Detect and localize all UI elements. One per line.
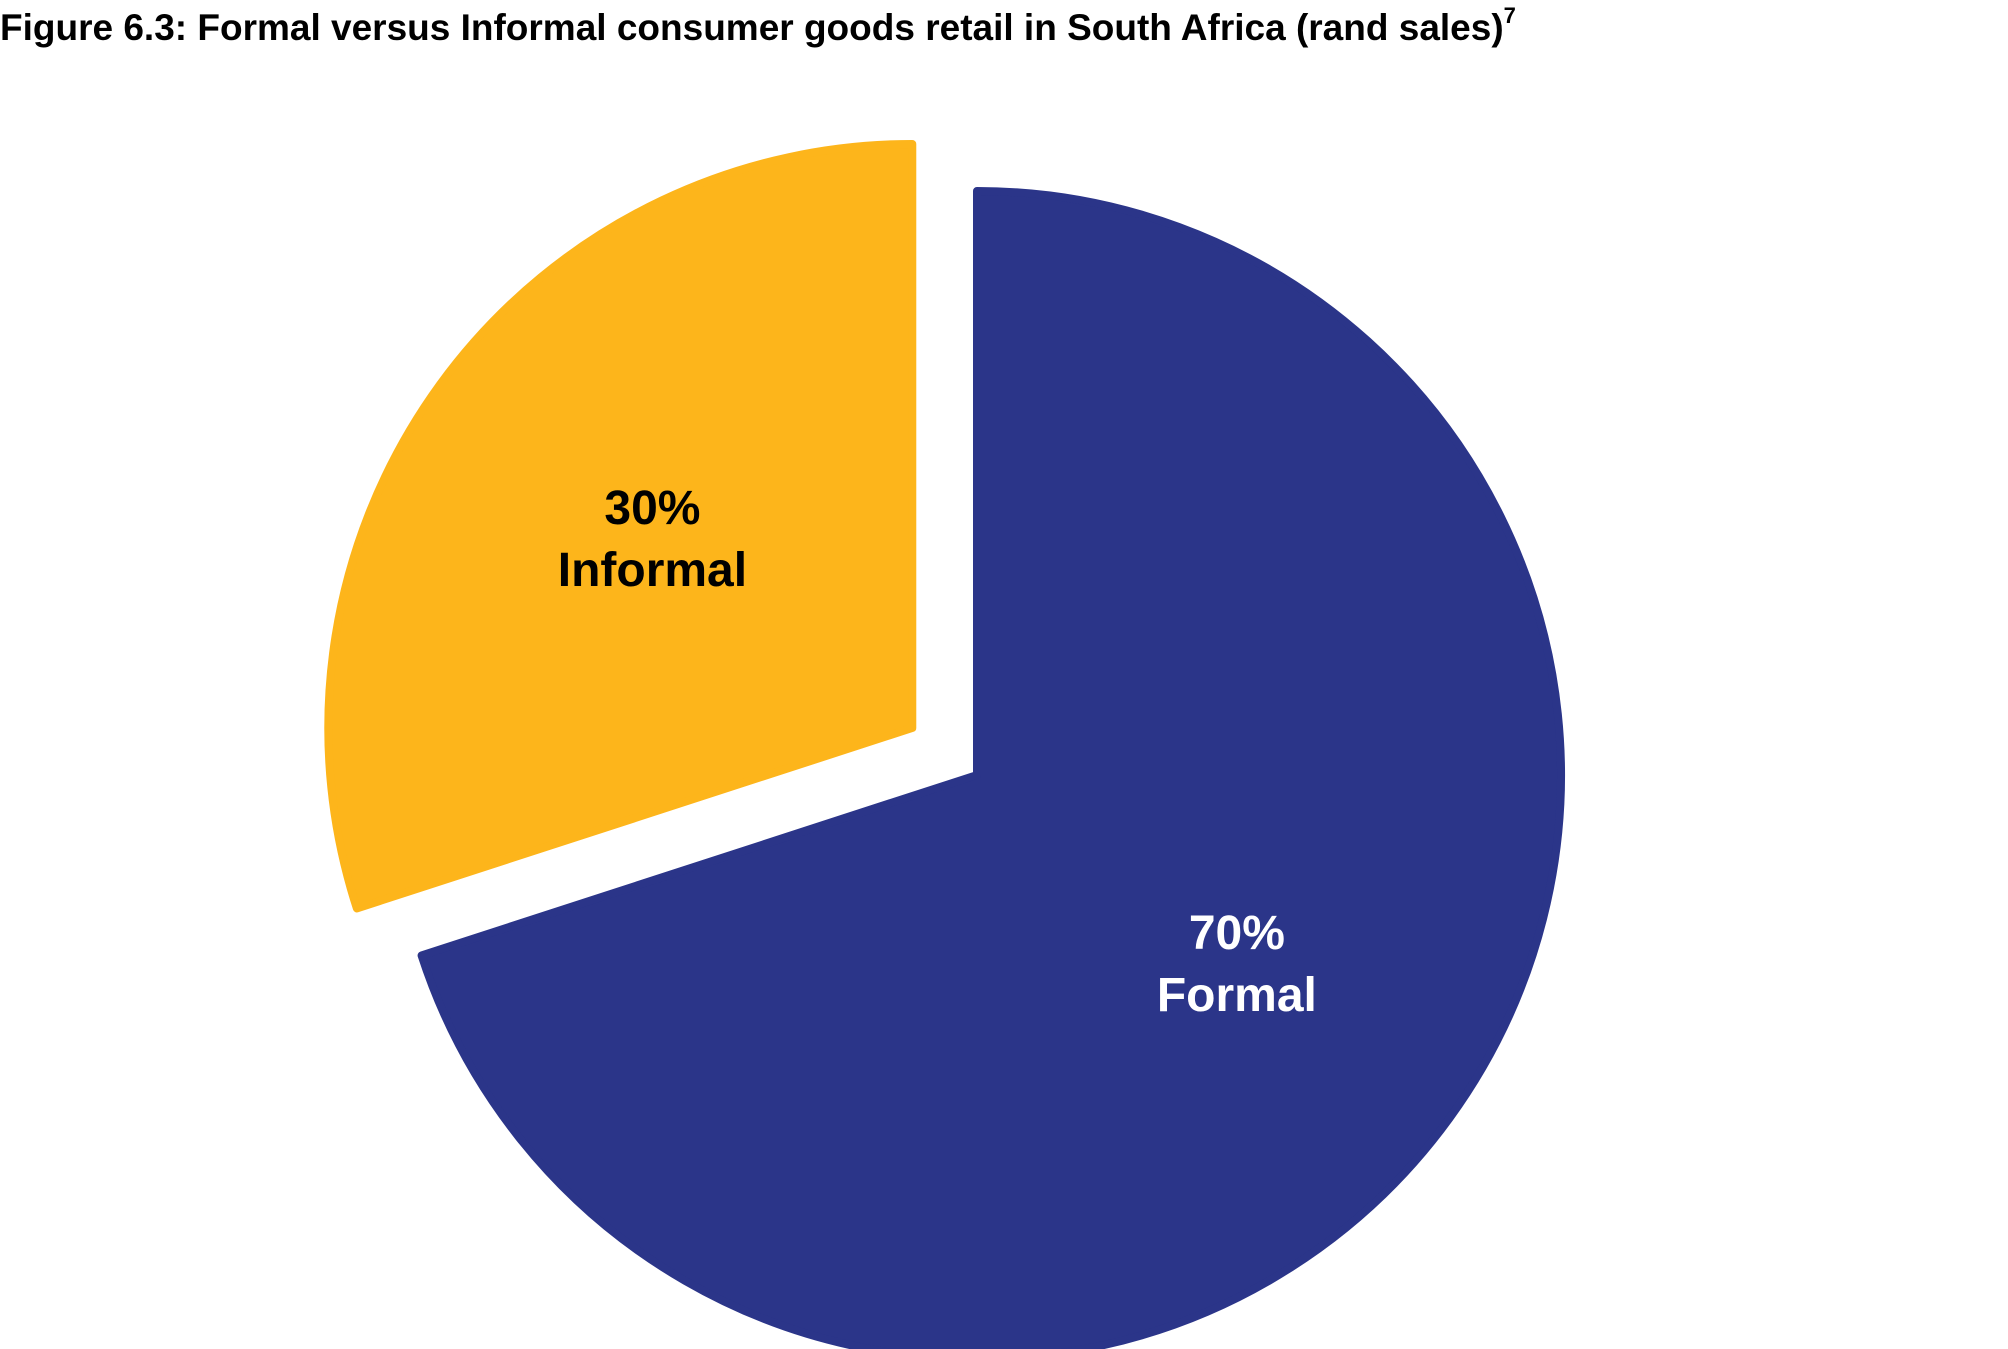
chart-title: Figure 6.3: Formal versus Informal consu… xyxy=(0,2,1516,50)
slice-value-label-informal: 30% xyxy=(604,482,700,535)
slice-value-label-formal: 70% xyxy=(1189,907,1285,960)
pie-slice-formal xyxy=(417,187,1565,1349)
pie-slice-informal xyxy=(324,139,917,913)
slice-category-label-formal: Formal xyxy=(1157,969,1317,1022)
title-footnote-marker: 7 xyxy=(1503,2,1516,28)
chart-title-text: Figure 6.3: Formal versus Informal consu… xyxy=(0,7,1504,48)
slice-category-label-informal: Informal xyxy=(558,544,747,597)
